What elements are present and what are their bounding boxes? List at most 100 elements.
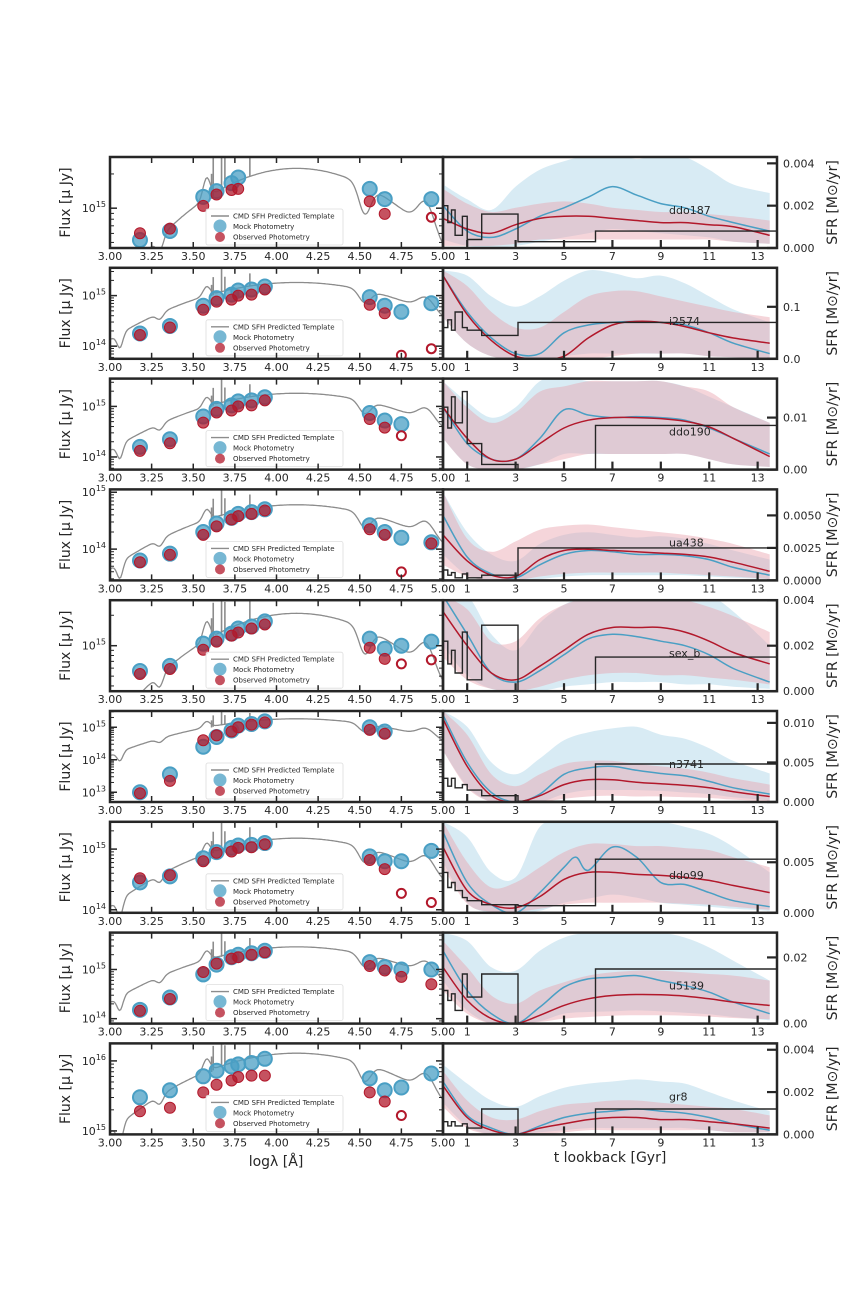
legend-label: CMD SFH Predicted Template [233,434,335,442]
sed-x-tick-label: 4.25 [306,361,331,374]
sed-x-tick-label: 3.00 [98,693,123,706]
legend-label: CMD SFH Predicted Template [233,656,335,664]
mock-photometry-fill [162,1083,177,1098]
mock-photometry-fill [394,417,409,432]
sed-x-tick-label: 4.00 [264,804,289,817]
mock-sfh-median-line [443,950,770,1024]
sed-x-tick-label: 3.00 [98,582,123,595]
sed-x-tick-label: 4.50 [348,582,373,595]
observed-photometry-point [378,727,391,740]
observed-photometry-point [363,413,376,426]
sed-legend: CMD SFH Predicted Template Mock Photometr… [205,541,344,578]
legend-mock-swatch [213,1105,227,1119]
observed-photometry-point [425,896,437,908]
sed-x-tick-label: 3.25 [139,472,164,485]
observed-photometry-point [197,965,210,978]
galaxy-name-label: i2574 [669,315,700,328]
sfh-x-tick-label: 11 [702,915,716,928]
legend-box [205,208,344,246]
sfh-x-tick-label: 1 [464,250,471,263]
sed-x-tick-label: 3.25 [139,250,164,263]
legend-mock-swatch [213,551,227,565]
sed-x-tick-label: 4.00 [264,1136,289,1149]
observed-photometry-point [363,960,376,973]
observed-photometry-point [378,207,391,220]
mock-photometry-fill [196,189,211,204]
sfh-y-axis-label: SFR [M⊙/yr] [825,382,841,467]
legend-label: CMD SFH Predicted Template [233,988,335,996]
sfh-y-axis-label: SFR [M⊙/yr] [825,1047,841,1132]
sed-x-tick-label: 3.25 [139,1026,164,1039]
galaxy-name-label: ua438 [669,536,704,549]
observed-photometry-point [197,1086,210,1099]
sfh-y-tick-label: 0.1 [783,301,801,314]
legend-label: Observed Photometry [233,1009,310,1017]
observed-photometry-point [258,716,271,729]
mock-sfh-band [443,1064,770,1135]
sed-y-tick-label: 1014 [82,752,106,767]
panel-n3741: CMD SFH Predicted Template Mock Photometr… [58,709,841,817]
legend-label: Mock Photometry [233,888,294,896]
sed-x-tick-label: 3.75 [223,1136,248,1149]
sed-y-tick-label: 1014 [82,338,106,353]
observed-photometry-point [232,182,245,195]
sfh-x-tick-label: 9 [657,472,664,485]
sfh-y-tick-label: 0.000 [783,242,815,255]
sed-x-tick-label: 5.00 [431,250,456,263]
sfh-axes-frame [441,820,779,915]
observed-photometry-point [210,188,223,201]
galaxy-name-label: gr8 [669,1090,688,1103]
sed-x-tick-label: 5.00 [431,361,456,374]
sed-x-tick-label: 4.75 [389,361,414,374]
observed-photometry-point [197,199,210,212]
mock-photometry-fill [362,181,377,196]
observed-photometry-point [163,869,176,882]
sed-x-tick-label: 3.50 [181,1026,206,1039]
observed-photometry-point [232,289,245,302]
sfh-y-axis-label: SFR [M⊙/yr] [825,603,841,688]
sfh-y-tick-label: 0.000 [783,796,815,809]
template-spectrum-line [110,392,443,460]
sed-x-tick-label: 4.75 [389,1026,414,1039]
sfh-x-tick-label: 3 [512,804,519,817]
legend-box [205,541,344,578]
sfh-y-tick-label: 0.00 [783,1018,808,1031]
observed-photometry-point [245,507,258,520]
sed-x-tick-label: 3.50 [181,472,206,485]
sed-y-axis-label: Flux [μ Jy] [58,832,74,902]
sfh-x-tick-label: 13 [751,582,765,595]
sed-x-tick-label: 3.25 [139,582,164,595]
mock-photometry-fill [394,304,409,319]
mock-sfh-band [443,492,770,581]
legend-label: Mock Photometry [233,999,294,1007]
sed-legend: CMD SFH Predicted Template Mock Photometr… [205,651,344,689]
sed-legend: CMD SFH Predicted Template Mock Photometr… [205,762,344,800]
observed-photometry-point [210,406,223,419]
sed-y-tick-label: 1013 [82,784,106,799]
sfh-x-tick-label: 9 [657,693,664,706]
sfh-y-tick-label: 0.000 [783,685,815,698]
sfh-x-tick-label: 11 [702,1026,716,1039]
legend-box [205,1095,344,1132]
sfh-y-tick-label: 0.004 [783,1044,815,1057]
panel-ddo99: CMD SFH Predicted Template Mock Photometr… [58,820,841,928]
mock-photometry-fill [362,631,377,646]
mock-photometry-fill [377,192,392,207]
sfh-x-tick-label: 9 [657,250,664,263]
observed-photometry-point [197,855,210,868]
sfh-x-tick-label: 3 [512,582,519,595]
sfh-y-axis-label: SFR [M⊙/yr] [825,271,841,356]
sfh-x-tick-label: 1 [464,693,471,706]
sed-legend: CMD SFH Predicted Template Mock Photometr… [205,1095,344,1132]
panel-u5139: CMD SFH Predicted Template Mock Photometr… [58,931,841,1039]
sed-y-axis-label: Flux [μ Jy] [58,167,74,237]
sed-x-tick-label: 4.50 [348,250,373,263]
observed-photometry-point [163,662,176,675]
sfh-x-tick-label: 11 [702,582,716,595]
sed-x-tick-label: 4.00 [264,361,289,374]
sed-x-tick-label: 4.50 [348,361,373,374]
observed-photometry-point [245,841,258,854]
sed-x-tick-label: 4.00 [264,693,289,706]
legend-observed-swatch [215,896,225,907]
sfh-x-tick-label: 5 [561,582,568,595]
